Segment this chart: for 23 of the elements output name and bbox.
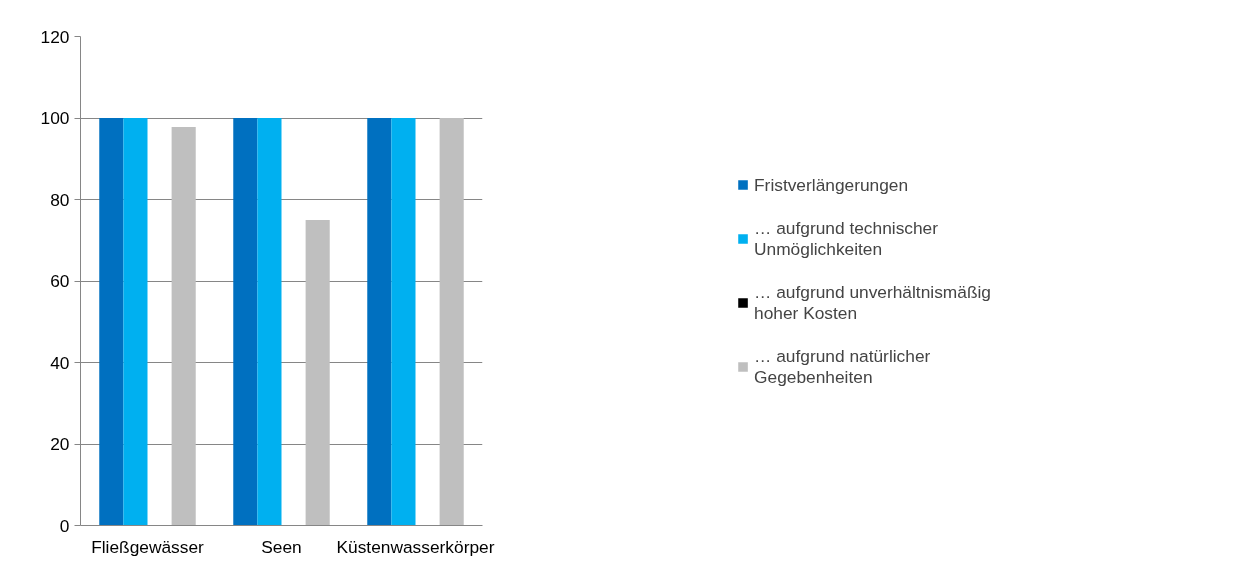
y-tick-label: 60 <box>50 271 70 291</box>
y-tick-label: 80 <box>50 189 70 210</box>
legend-label: … aufgrund natürlicher Gegebenheiten <box>754 345 931 387</box>
legend-label: … aufgrund technischer Unmöglichkeiten <box>754 217 939 259</box>
bar <box>439 118 464 526</box>
y-tick-label: 120 <box>40 26 70 47</box>
x-tick-label: Fließgewässer <box>91 536 205 557</box>
bar <box>233 118 258 526</box>
y-tick-label: 0 <box>59 515 70 536</box>
y-tick-label: 100 <box>40 108 70 128</box>
y-tick-label: 20 <box>50 434 70 454</box>
bar <box>99 118 124 526</box>
bar <box>257 118 282 526</box>
y-tick-label: 40 <box>50 352 70 373</box>
x-tick-label: Seen <box>261 536 302 557</box>
bar <box>367 118 392 526</box>
legend-label: Fristverlängerungen <box>754 174 909 195</box>
bar <box>391 118 416 526</box>
bar <box>171 126 196 526</box>
x-tick-label: Küstenwasserkörper <box>336 536 495 557</box>
legend-label: … aufgrund unverhältnismäßig hoher Kosten <box>754 281 991 323</box>
bar <box>305 219 330 526</box>
bar <box>123 118 148 526</box>
